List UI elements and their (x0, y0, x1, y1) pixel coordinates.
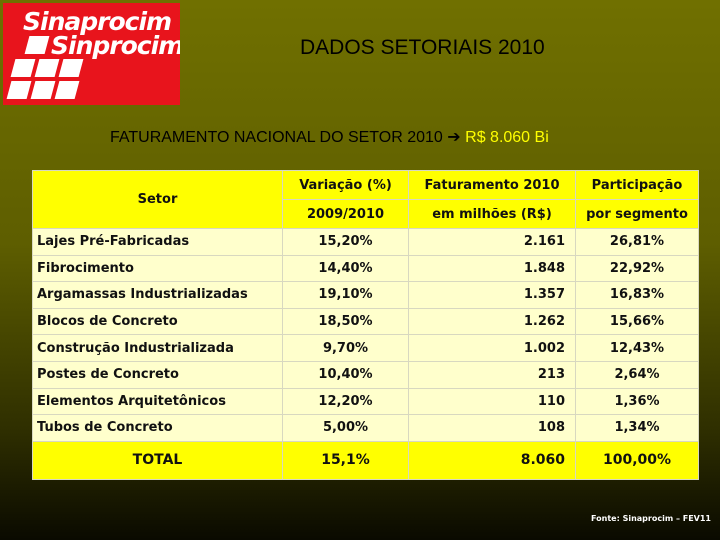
logo-square (58, 59, 84, 77)
table-cell: 22,92% (575, 254, 699, 283)
subtitle: FATURAMENTO NACIONAL DO SETOR 2010 ➔ R$ … (110, 127, 549, 147)
table-cell: 15,66% (575, 307, 699, 336)
table-cell: TOTAL (32, 440, 283, 480)
table-cell: Blocos de Concreto (32, 307, 283, 336)
logo-square (10, 59, 36, 77)
table-cell: 14,40% (282, 254, 409, 283)
subtitle-text: FATURAMENTO NACIONAL DO SETOR 2010 (110, 129, 443, 146)
subtitle-highlight: R$ 8.060 Bi (465, 129, 549, 146)
table-cell: Postes de Concreto (32, 360, 283, 389)
total-row: TOTAL 15,1% 8.060 100,00% (32, 440, 699, 480)
table-row: Argamassas Industrializadas 19,10% 1.357 16… (32, 281, 699, 309)
table-cell: Elementos Arquitetônicos (32, 387, 283, 416)
table-cell: 8.060 (408, 440, 576, 480)
header-cell: 2009/2010 (282, 199, 409, 229)
table-cell: 1.357 (408, 281, 576, 309)
table-cell: 15,20% (282, 228, 409, 256)
table-cell: 19,10% (282, 281, 409, 309)
table-row: Construção Industrializada 9,70% 1.002 12,4… (32, 334, 699, 362)
logo: Sinaprocim Sinprocim (3, 3, 180, 105)
table-cell: Fibrocimento (32, 254, 283, 283)
table-cell: 12,43% (575, 334, 699, 362)
table-cell: Lajes Pré-Fabricadas (32, 228, 283, 256)
title: DADOS SETORIAIS 2010 (300, 36, 545, 59)
table-row: Lajes Pré-Fabricadas 15,20% 2.161 26,81% (32, 228, 699, 256)
arrow-icon: ➔ (447, 129, 461, 146)
logo-text: Sinprocim (51, 31, 180, 60)
table-cell: 100,00% (575, 440, 699, 480)
table-cell: 5,00% (282, 414, 409, 442)
table-cell: 1.262 (408, 307, 576, 336)
header-cell: Participação (575, 170, 699, 200)
table-cell: Construção Industrializada (32, 334, 283, 362)
table-cell: 16,83% (575, 281, 699, 309)
logo-square (54, 81, 80, 99)
table-row: Tubos de Concreto 5,00% 108 1,34% (32, 414, 699, 442)
table-row: Fibrocimento 14,40% 1.848 22,92% (32, 254, 699, 283)
table-cell: 1,36% (575, 387, 699, 416)
table-cell: 10,40% (282, 360, 409, 389)
table-cell: 1,34% (575, 414, 699, 442)
table-row: Postes de Concreto 10,40% 213 2,64% (32, 360, 699, 389)
header-cell: em milhões (R$) (408, 199, 576, 229)
header-cell: por segmento (575, 199, 699, 229)
table-cell: 2,64% (575, 360, 699, 389)
header-row: Setor Variação (%) Faturamento 2010 Part… (32, 170, 699, 229)
logo-square (30, 81, 56, 99)
table-cell: 26,81% (575, 228, 699, 256)
logo-text: Sinaprocim (23, 7, 172, 36)
table-cell: 213 (408, 360, 576, 389)
table-cell: Tubos de Concreto (32, 414, 283, 442)
header-row: 2009/2010 em milhões (R$) por segmento (33, 199, 699, 229)
table-cell: 15,1% (282, 440, 409, 480)
table-row: Blocos de Concreto 18,50% 1.262 15,66% (32, 307, 699, 336)
table-cell: 18,50% (282, 307, 409, 336)
table-body: Setor Variação (%) Faturamento 2010 Part… (32, 170, 699, 480)
logo-square (6, 81, 32, 99)
source-note: Fonte: Sinaprocim – FEV11 (591, 514, 711, 523)
table-cell: Argamassas Industrializadas (32, 281, 283, 309)
table-cell: 9,70% (282, 334, 409, 362)
table-cell: 1.002 (408, 334, 576, 362)
data-table: Setor Variação (%) Faturamento 2010 Part… (32, 170, 699, 480)
table-row: Elementos Arquitetônicos 12,20% 110 1,36% (32, 387, 699, 416)
header-cell: Faturamento 2010 (408, 170, 576, 200)
table-cell: 110 (408, 387, 576, 416)
table-cell: 1.848 (408, 254, 576, 283)
logo-square (34, 59, 60, 77)
logo-square (24, 36, 50, 54)
table-cell: 2.161 (408, 228, 576, 256)
header-cell: Variação (%) (282, 170, 409, 200)
table-cell: 108 (408, 414, 576, 442)
header-cell: Setor (32, 170, 283, 229)
table-cell: 12,20% (282, 387, 409, 416)
